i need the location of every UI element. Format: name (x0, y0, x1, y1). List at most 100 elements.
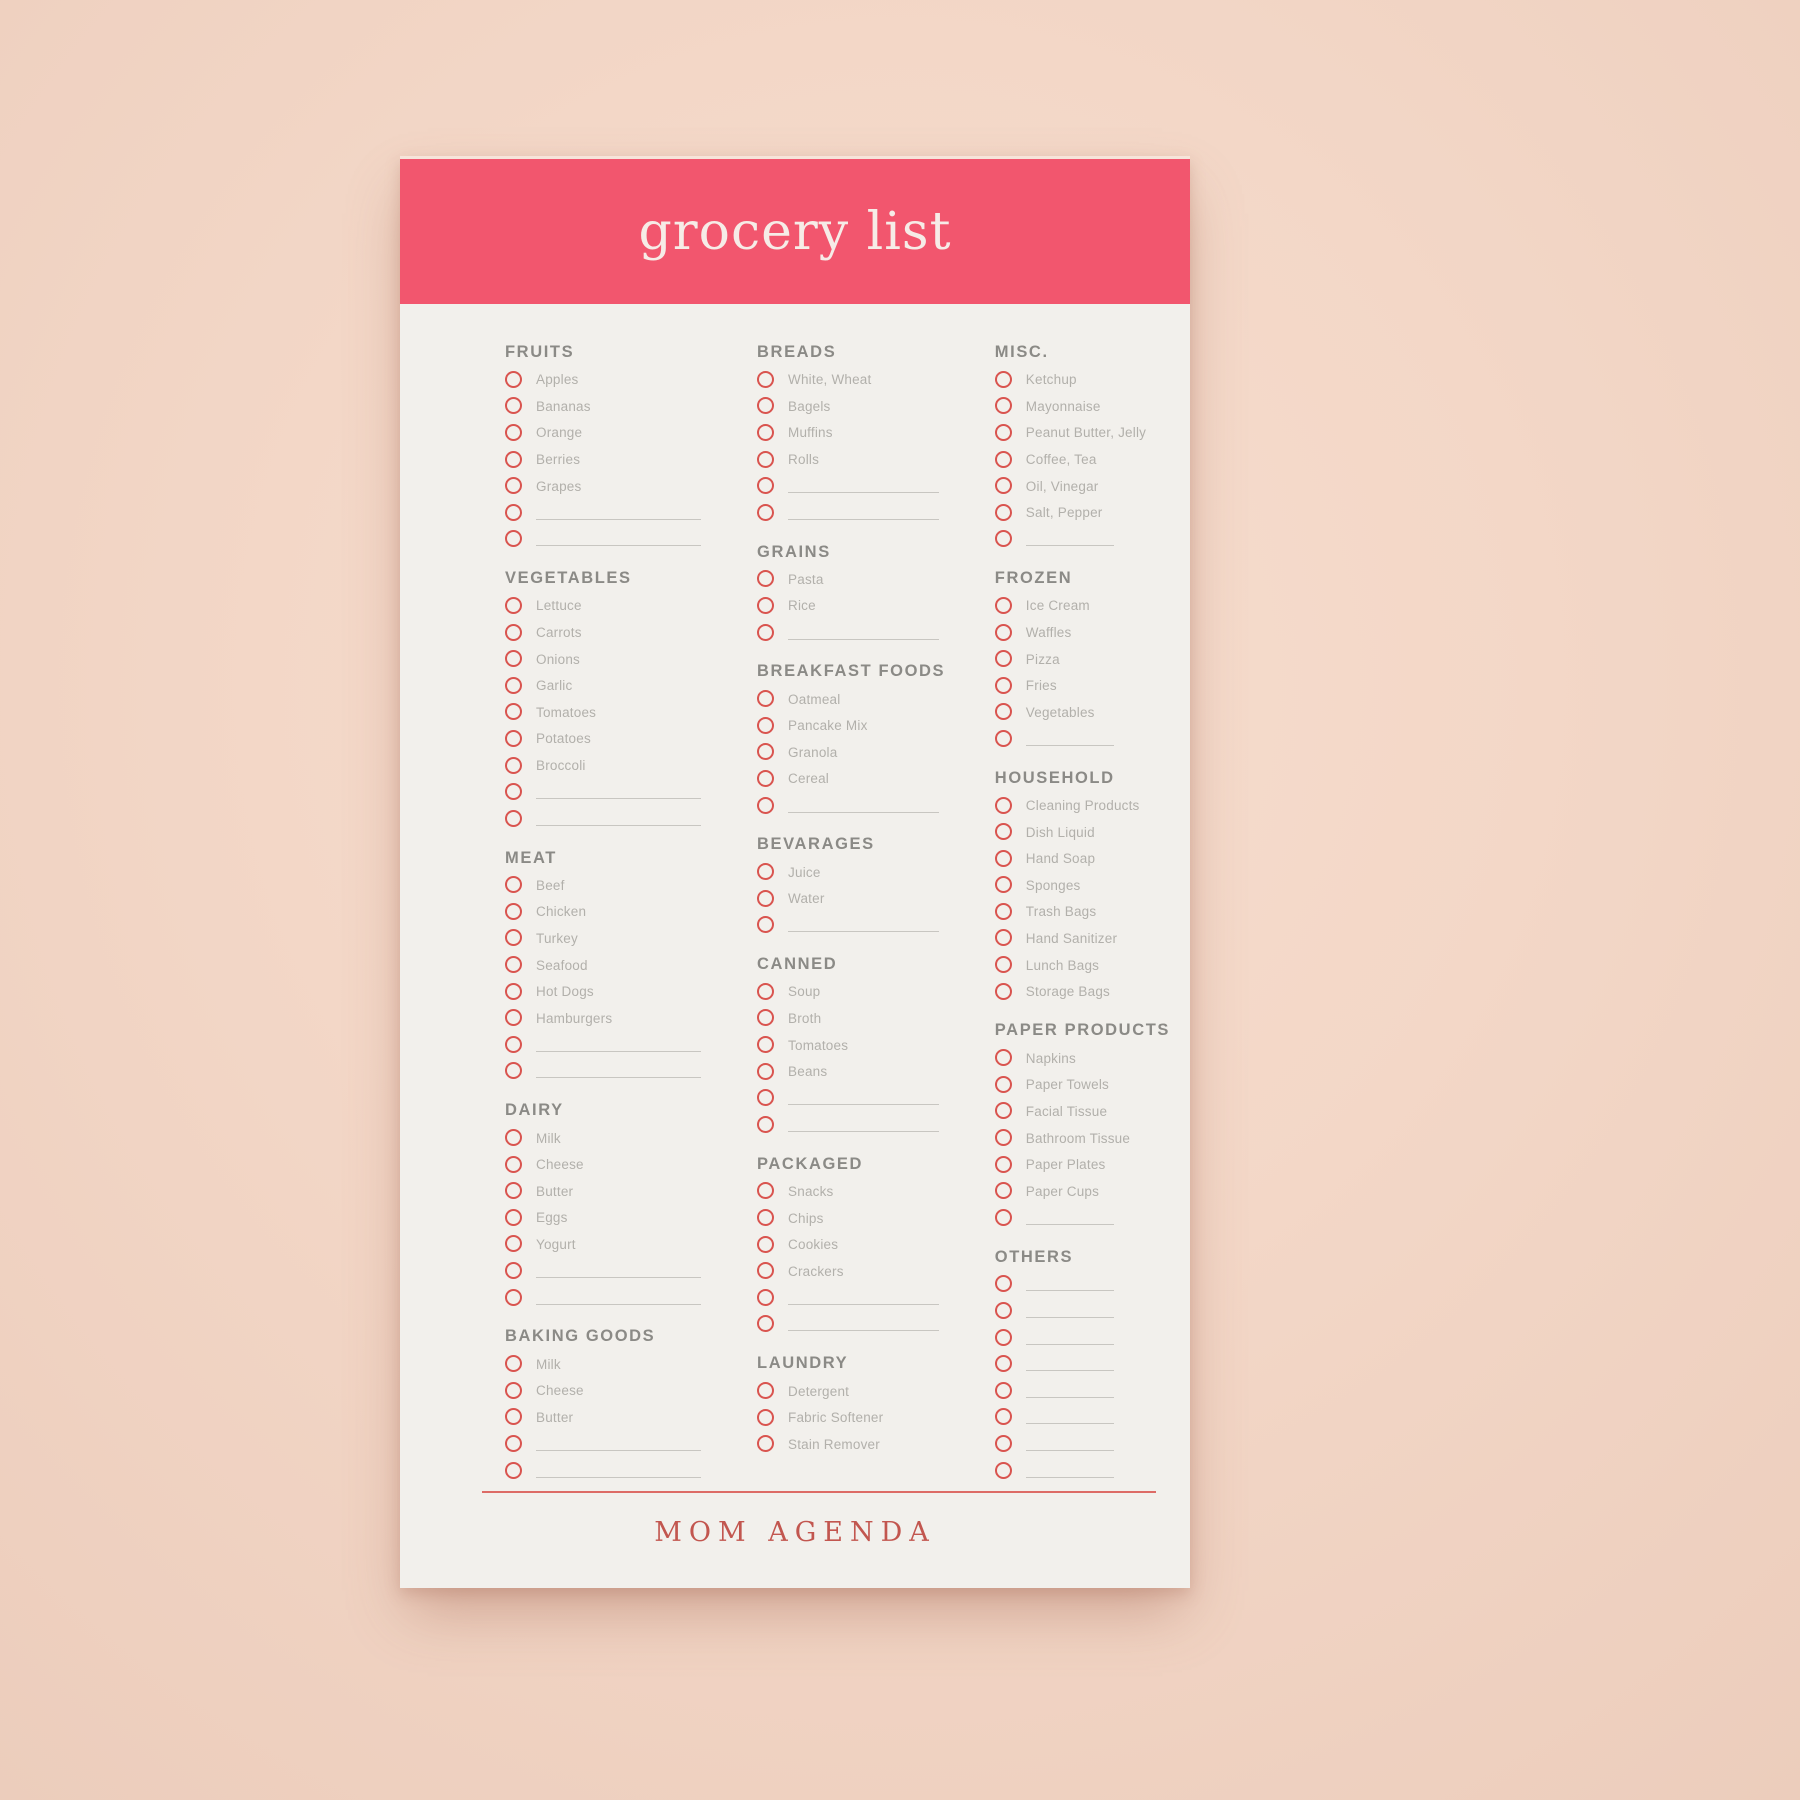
item-label: Mayonnaise (1025, 398, 1101, 414)
checkbox-circle-icon (757, 370, 775, 388)
item-label: Tomatoes (788, 1037, 849, 1053)
item-label: Bathroom Tissue (1025, 1130, 1131, 1146)
section-meat: MEAT Beef Chicken Turkey Seafood Hot Dogs Hamb… (505, 832, 757, 1085)
blank-item (994, 1297, 1170, 1324)
checkbox-circle-icon (505, 503, 522, 521)
checkbox-circle-icon (505, 623, 522, 641)
checkbox-circle-icon (505, 956, 522, 974)
brand-name: MOM AGENDA (654, 1517, 936, 1548)
blank-line (536, 784, 702, 800)
list-item: Bagels (757, 393, 995, 420)
list-item: Milk (505, 1350, 757, 1377)
item-label: Bananas (536, 398, 591, 414)
list-item: Napkins (994, 1044, 1170, 1071)
item-label: Detergent (788, 1383, 850, 1399)
blank-item (994, 1457, 1170, 1484)
blank-line (536, 1063, 702, 1079)
checkbox-circle-icon (757, 982, 775, 1000)
checkbox-circle-icon (994, 1408, 1012, 1426)
blank-line (1025, 731, 1114, 746)
item-label: Orange (536, 425, 583, 441)
section-title: PACKAGED (757, 1154, 864, 1173)
list-column: MISC. Ketchup Mayonnaise Peanut Butter, Jel… (994, 326, 1170, 1484)
item-label: Rolls (788, 452, 820, 468)
checkbox-circle-icon (505, 1262, 522, 1280)
checkbox-circle-icon (994, 956, 1012, 974)
checkbox-circle-icon (994, 623, 1012, 641)
section-title: BEVARAGES (757, 835, 875, 854)
item-label: Granola (788, 744, 838, 760)
checkbox-circle-icon (505, 783, 522, 801)
list-item: Pasta (757, 566, 995, 593)
blank-line (536, 1037, 702, 1052)
section-title: HOUSEHOLD (994, 768, 1115, 787)
item-label: Peanut Butter, Jelly (1025, 425, 1147, 441)
checkbox-circle-icon (757, 889, 775, 907)
item-label: Dish Liquid (1025, 824, 1095, 840)
list-item: Tomatoes (505, 699, 757, 726)
section-title: BREADS (757, 343, 837, 361)
blank-line (536, 1290, 702, 1305)
checkbox-circle-icon (757, 1315, 775, 1333)
checkbox-circle-icon (505, 982, 522, 1000)
blank-line (536, 1263, 702, 1279)
item-label: Tomatoes (536, 704, 597, 720)
checkbox-circle-icon (757, 863, 775, 881)
section-title: DAIRY (505, 1101, 564, 1120)
item-label: Sponges (1025, 877, 1081, 893)
list-item: Snacks (757, 1178, 995, 1205)
list-item: Carrots (505, 619, 757, 646)
list-item: Fabric Softener (757, 1404, 995, 1431)
checkbox-circle-icon (994, 1102, 1012, 1120)
blank-item (505, 1284, 757, 1311)
item-label: Pancake Mix (788, 718, 868, 734)
section-title: PAPER PRODUCTS (994, 1021, 1170, 1040)
list-item: Rice (757, 592, 995, 619)
checkbox-circle-icon (994, 729, 1012, 747)
checkbox-circle-icon (757, 1435, 775, 1453)
item-label: Ketchup (1025, 372, 1077, 388)
list-item: Muffins (757, 419, 995, 446)
item-label: Butter (536, 1409, 574, 1425)
checkbox-circle-icon (505, 1208, 522, 1226)
checkbox-circle-icon (757, 743, 775, 761)
checkbox-circle-icon (505, 1182, 522, 1200)
blank-line (788, 505, 939, 520)
list-item: Soup (757, 978, 995, 1005)
list-item: Potatoes (505, 725, 757, 752)
blank-item (757, 1111, 995, 1138)
blank-item (994, 1350, 1170, 1377)
checkbox-circle-icon (757, 690, 775, 708)
blank-item (505, 1257, 757, 1284)
checkbox-circle-icon (505, 1461, 522, 1479)
item-label: Oil, Vinegar (1025, 478, 1099, 494)
list-item: Pancake Mix (757, 712, 995, 739)
item-label: Napkins (1025, 1050, 1076, 1066)
section-dairy: DAIRY Milk Cheese Butter Eggs Yogurt (505, 1084, 757, 1310)
item-label: Hot Dogs (536, 984, 594, 1000)
grocery-notepad: grocery list FRUITS Apples Bananas Orange Be… (400, 156, 1190, 1588)
item-label: Onions (536, 651, 580, 667)
checkbox-circle-icon (757, 423, 775, 441)
checkbox-circle-icon (505, 423, 522, 441)
checkbox-circle-icon (757, 1089, 775, 1107)
item-label: Oatmeal (788, 691, 841, 707)
item-label: Chips (788, 1210, 824, 1226)
list-item: Hamburgers (505, 1004, 757, 1031)
checkbox-circle-icon (505, 902, 522, 920)
item-label: Carrots (536, 625, 582, 641)
checkbox-circle-icon (505, 876, 522, 894)
checkbox-circle-icon (994, 1461, 1012, 1479)
list-column: FRUITS Apples Bananas Orange Berries Grapes VE… (505, 326, 757, 1483)
item-label: Water (788, 891, 825, 907)
checkbox-circle-icon (757, 503, 775, 521)
item-label: Hamburgers (536, 1010, 613, 1026)
checkbox-circle-icon (757, 1288, 775, 1306)
blank-item (757, 499, 995, 526)
checkbox-circle-icon (505, 1035, 522, 1053)
list-item: Broccoli (505, 752, 757, 779)
checkbox-circle-icon (757, 916, 775, 934)
checkbox-circle-icon (505, 929, 522, 947)
list-item: Crackers (757, 1257, 995, 1284)
checkbox-circle-icon (994, 1328, 1012, 1346)
